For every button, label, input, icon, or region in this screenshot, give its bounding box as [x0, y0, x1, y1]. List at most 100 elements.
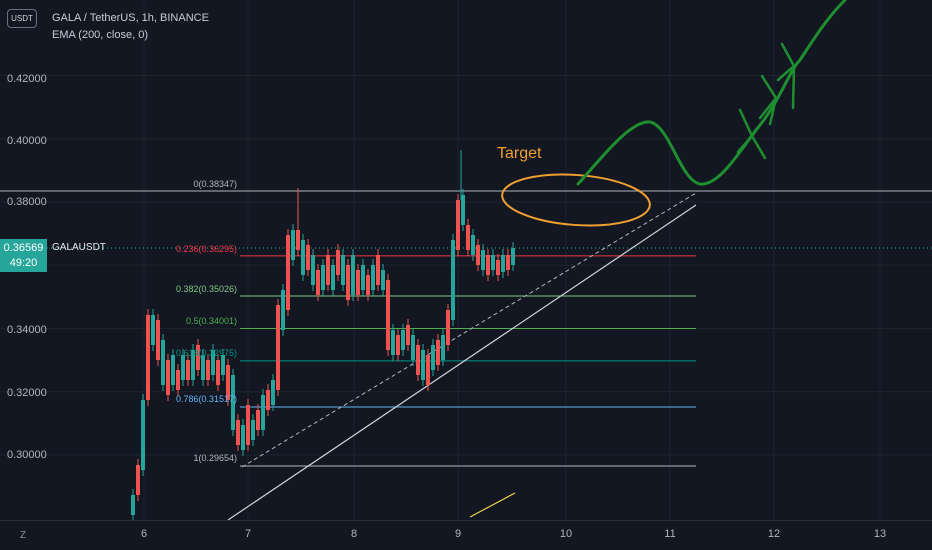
candle: [376, 255, 380, 285]
indicator-title[interactable]: EMA (200, close, 0): [52, 29, 148, 41]
time-label-10: 10: [559, 528, 573, 540]
target-ellipse: [501, 173, 651, 227]
candle: [161, 340, 165, 385]
candle: [156, 320, 160, 360]
green-arrow-head: [776, 42, 796, 110]
time-label-9: 9: [454, 528, 462, 540]
ema-line: [469, 492, 516, 518]
candle: [341, 255, 345, 285]
trendline-dashed: [241, 192, 697, 468]
candle: [171, 355, 175, 385]
candle: [151, 315, 155, 345]
candle: [511, 248, 515, 265]
candle: [416, 345, 420, 375]
auto-scale-button[interactable]: Z: [20, 530, 27, 541]
candle: [421, 350, 425, 380]
trendline-support: [227, 204, 697, 521]
price-label-040: 0.40000: [7, 135, 47, 147]
price-label-042: 0.42000: [7, 73, 47, 85]
candle: [326, 255, 330, 285]
candle: [256, 410, 260, 430]
target-annotation-text[interactable]: Target: [497, 145, 542, 162]
time-label-6: 6: [140, 528, 148, 540]
candle: [236, 420, 240, 445]
candle: [461, 195, 465, 225]
candle: [506, 255, 510, 270]
candle: [371, 265, 375, 290]
candle: [441, 335, 445, 360]
symbol-price-tag: GALAUSDT: [52, 242, 106, 253]
candle: [176, 370, 180, 390]
candle: [436, 340, 440, 365]
candle: [281, 290, 285, 330]
candle: [261, 395, 265, 430]
candle: [306, 245, 310, 270]
candle: [381, 270, 385, 290]
candle: [491, 255, 495, 270]
candle: [446, 310, 450, 345]
candle: [346, 265, 350, 300]
candle: [386, 280, 390, 350]
candle: [466, 225, 470, 250]
time-label-8: 8: [350, 528, 358, 540]
candle: [216, 360, 220, 385]
candle: [196, 345, 200, 370]
fib-label-0236: 0.236(0.36295): [175, 244, 237, 254]
candle: [366, 275, 370, 295]
candle: [401, 330, 405, 350]
candle: [336, 250, 340, 275]
candle: [221, 355, 225, 375]
candle: [396, 335, 400, 355]
candle: [166, 360, 170, 395]
candle: [201, 355, 205, 380]
candle: [136, 465, 140, 495]
candle: [146, 315, 150, 400]
fib-label-0382: 0.382(0.35026): [175, 284, 237, 294]
green-projection-arrow: [576, 0, 847, 186]
price-label-032: 0.32000: [7, 387, 47, 399]
candle: [141, 400, 145, 470]
candle: [206, 360, 210, 380]
candle: [321, 265, 325, 290]
candle: [131, 495, 135, 515]
symbol-title[interactable]: GALA / TetherUS, 1h, BINANCE: [52, 12, 209, 24]
candle: [191, 350, 195, 380]
candle: [481, 250, 485, 270]
candle: [276, 305, 280, 390]
candle: [496, 260, 500, 275]
candle: [476, 245, 480, 265]
price-label-038: 0.38000: [7, 196, 47, 208]
time-label-11: 11: [664, 528, 676, 540]
currency-selector[interactable]: USDT: [7, 9, 37, 28]
fib-label-0: 0(0.38347): [193, 179, 237, 189]
current-price-badge: 0.36569 49:20: [0, 239, 47, 272]
time-label-13: 13: [873, 528, 887, 540]
candle: [266, 390, 270, 410]
current-price: 0.36569: [3, 242, 44, 254]
candle: [231, 375, 235, 430]
candle: [291, 230, 295, 260]
candle: [451, 240, 455, 320]
price-label-034: 0.34000: [7, 324, 47, 336]
fib-label-05: 0.5(0.34001): [185, 316, 237, 326]
candle: [241, 425, 245, 450]
time-axis-divider: [0, 520, 932, 521]
candle: [406, 325, 410, 345]
time-label-7: 7: [244, 528, 252, 540]
candle: [456, 200, 460, 250]
candle: [356, 270, 360, 295]
chart-legend: GALA / TetherUS, 1h, BINANCE EMA (200, c…: [52, 10, 209, 44]
candle: [411, 335, 415, 360]
candle: [251, 420, 255, 440]
time-label-12: 12: [767, 528, 781, 540]
candle: [361, 265, 365, 290]
candle: [501, 255, 505, 272]
candle: [316, 270, 320, 295]
price-label-030: 0.30000: [7, 449, 47, 461]
candle: [286, 235, 290, 310]
candle: [351, 255, 355, 295]
candle: [301, 240, 305, 275]
fib-label-0618: 0.618(0.32975): [175, 348, 237, 358]
